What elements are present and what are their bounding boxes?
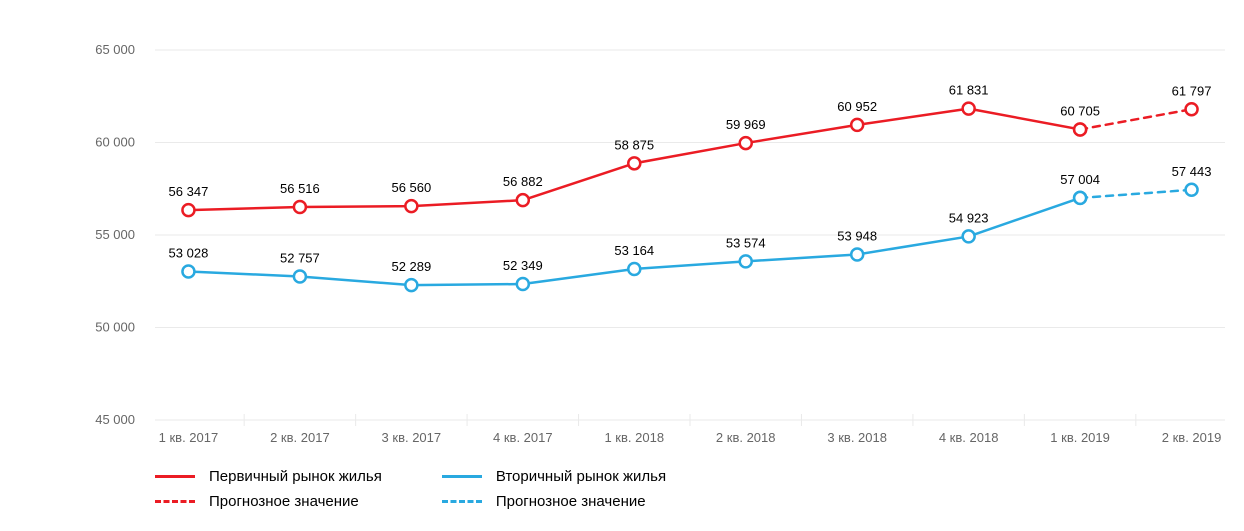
svg-text:3 кв. 2018: 3 кв. 2018 [827, 430, 887, 445]
legend-label: Прогнозное значение [496, 493, 646, 510]
svg-text:56 882: 56 882 [503, 174, 543, 189]
legend-col-secondary: Вторичный рынок жилья Прогнозное значени… [442, 468, 666, 510]
svg-text:55 000: 55 000 [95, 227, 135, 242]
svg-text:57 004: 57 004 [1060, 172, 1100, 187]
legend-swatch-icon [442, 475, 482, 478]
svg-text:50 000: 50 000 [95, 320, 135, 335]
svg-text:65 000: 65 000 [95, 42, 135, 57]
svg-text:4 кв. 2017: 4 кв. 2017 [493, 430, 553, 445]
svg-text:57 443: 57 443 [1172, 164, 1212, 179]
svg-text:56 347: 56 347 [169, 184, 209, 199]
svg-text:53 028: 53 028 [169, 245, 209, 260]
svg-text:61 831: 61 831 [949, 83, 989, 98]
svg-text:2 кв. 2019: 2 кв. 2019 [1162, 430, 1222, 445]
legend: Первичный рынок жилья Прогнозное значени… [155, 468, 666, 510]
svg-text:1 кв. 2019: 1 кв. 2019 [1050, 430, 1110, 445]
chart-svg-container: 45 000 50 000 55 000 60 000 65 000 1 кв. 2017… [0, 0, 1244, 528]
legend-item-primary-forecast: Прогнозное значение [155, 493, 382, 510]
svg-text:45 000: 45 000 [95, 412, 135, 427]
svg-text:1 кв. 2018: 1 кв. 2018 [604, 430, 664, 445]
legend-col-primary: Первичный рынок жилья Прогнозное значени… [155, 468, 382, 510]
svg-text:60 952: 60 952 [837, 99, 877, 114]
legend-label: Первичный рынок жилья [209, 468, 382, 485]
legend-label: Вторичный рынок жилья [496, 468, 666, 485]
legend-swatch-icon [442, 500, 482, 503]
svg-text:1 кв. 2017: 1 кв. 2017 [159, 430, 219, 445]
svg-text:3 кв. 2017: 3 кв. 2017 [382, 430, 442, 445]
svg-text:54 923: 54 923 [949, 210, 989, 225]
legend-item-secondary-forecast: Прогнозное значение [442, 493, 666, 510]
legend-swatch-icon [155, 500, 195, 503]
svg-text:2 кв. 2017: 2 кв. 2017 [270, 430, 330, 445]
svg-text:60 000: 60 000 [95, 135, 135, 150]
svg-text:53 948: 53 948 [837, 228, 877, 243]
line-chart: 45 000 50 000 55 000 60 000 65 000 1 кв. 2017… [0, 0, 1244, 528]
svg-text:58 875: 58 875 [614, 137, 654, 152]
legend-item-secondary-actual: Вторичный рынок жилья [442, 468, 666, 485]
legend-label: Прогнозное значение [209, 493, 359, 510]
svg-text:52 349: 52 349 [503, 258, 543, 273]
svg-text:53 574: 53 574 [726, 235, 766, 250]
legend-swatch-icon [155, 475, 195, 478]
svg-text:4 кв. 2018: 4 кв. 2018 [939, 430, 999, 445]
svg-text:53 164: 53 164 [614, 243, 654, 258]
svg-text:61 797: 61 797 [1172, 83, 1212, 98]
svg-text:56 516: 56 516 [280, 181, 320, 196]
legend-item-primary-actual: Первичный рынок жилья [155, 468, 382, 485]
svg-text:2 кв. 2018: 2 кв. 2018 [716, 430, 776, 445]
chart-wrapper: 45 000 50 000 55 000 60 000 65 000 1 кв. 2017… [0, 0, 1244, 528]
svg-text:52 289: 52 289 [391, 259, 431, 274]
svg-text:59 969: 59 969 [726, 117, 766, 132]
svg-text:56 560: 56 560 [391, 180, 431, 195]
svg-text:60 705: 60 705 [1060, 103, 1100, 118]
svg-text:52 757: 52 757 [280, 250, 320, 265]
